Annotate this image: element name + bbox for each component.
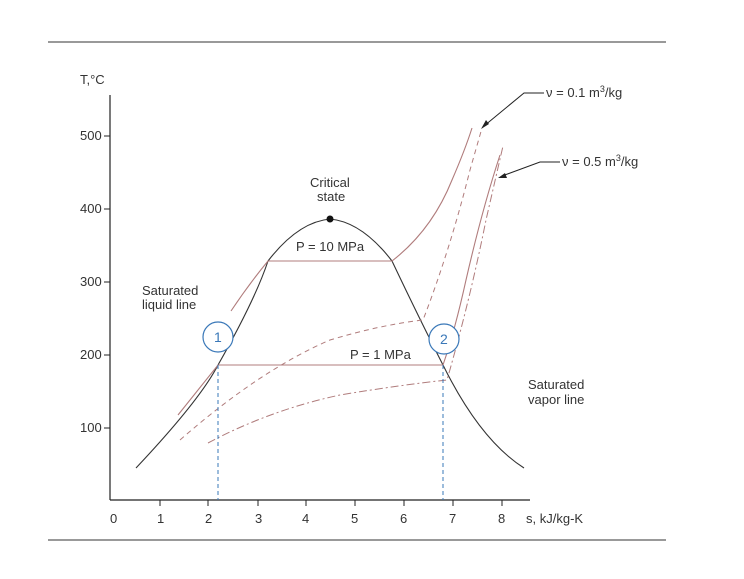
volume-1-suffix: /kg (605, 85, 622, 100)
sat-vapor-label-line1: Saturated (528, 377, 584, 392)
x-tick-label-3: 3 (255, 511, 262, 526)
volume-2-label: ν = 0.5 m3/kg (562, 153, 638, 169)
isobar-10mpa-label: P = 10 MPa (296, 239, 365, 254)
sat-liquid-label-line2: liquid line (142, 297, 196, 312)
volume-1-label: ν = 0.1 m3/kg (546, 84, 622, 100)
critical-point (326, 215, 334, 223)
isobar-1mpa-label: P = 1 MPa (350, 347, 412, 362)
volume-2-prefix: ν = 0.5 m (562, 154, 616, 169)
sat-vapor-label-line2: vapor line (528, 392, 584, 407)
volume-2-suffix: /kg (621, 154, 638, 169)
volume-1-prefix: ν = 0.1 m (546, 85, 600, 100)
volume-1-arrowhead (481, 120, 489, 129)
x-tick-label-6: 6 (400, 511, 407, 526)
volume-2-sup: 3 (616, 153, 621, 163)
saturation-dome (135, 218, 525, 469)
isobar-10mpa (230, 127, 473, 312)
critical-label-line1: Critical (310, 175, 350, 190)
isochore-0p5 (207, 145, 504, 444)
x-tick-label-1: 1 (157, 511, 164, 526)
x-tick-label-7: 7 (449, 511, 456, 526)
y-tick-label-200: 200 (80, 347, 102, 362)
y-tick-label-400: 400 (80, 201, 102, 216)
x-axis-label: s, kJ/kg-K (526, 511, 583, 526)
isobar-1mpa (177, 154, 501, 416)
volume-1-leader (483, 92, 544, 127)
x-tick-label-2: 2 (205, 511, 212, 526)
x-tick-label-0: 0 (110, 511, 117, 526)
sat-liquid-label-line1: Saturated (142, 283, 198, 298)
state-2-marker (428, 323, 460, 355)
x-tick-label-8: 8 (498, 511, 505, 526)
volume-2-arrowhead (498, 173, 507, 178)
state-2-label: 2 (440, 331, 448, 347)
y-tick-label-100: 100 (80, 420, 102, 435)
x-tick-label-4: 4 (302, 511, 309, 526)
state-1-label: 1 (214, 329, 222, 345)
volume-1-sup: 3 (600, 84, 605, 94)
y-tick-label-500: 500 (80, 128, 102, 143)
y-tick-label-300: 300 (80, 274, 102, 289)
critical-label-line2: state (317, 189, 345, 204)
state-1-marker (202, 321, 234, 353)
x-tick-label-5: 5 (351, 511, 358, 526)
y-axis-label: T,°C (80, 72, 105, 87)
volume-2-leader (501, 161, 560, 177)
